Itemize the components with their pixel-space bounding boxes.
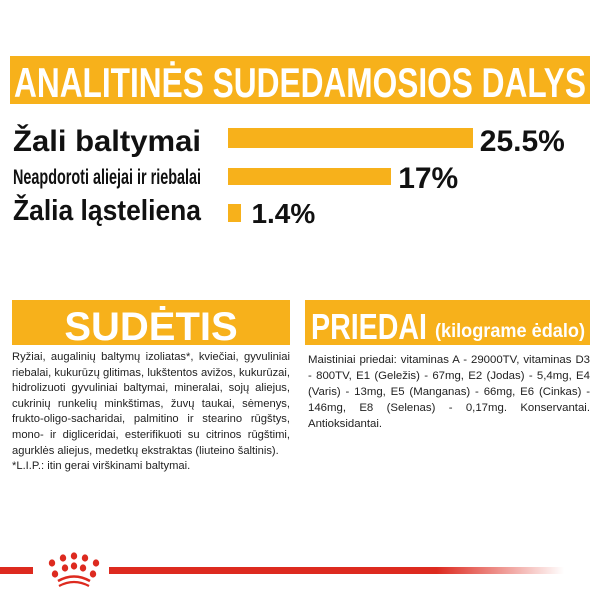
additives-title: PRIEDAI	[311, 306, 427, 345]
label-fibre: Žalia ląsteliena	[13, 193, 202, 227]
composition-header: SUDĖTIS	[12, 300, 290, 349]
composition-text-block: Ryžiai, augalinių baltymų izoliatas*, kv…	[12, 350, 290, 475]
label-protein: Žali baltymai	[13, 124, 201, 158]
value-fat: 17%	[398, 162, 458, 195]
additives-text: Maistiniai priedai: vitaminas A - 29000T…	[308, 354, 590, 430]
analysis-title: ANALITINĖS SUDEDAMOSIOS DALYS	[14, 59, 586, 104]
analysis-title-svg: ANALITINĖS SUDEDAMOSIOS DALYS	[14, 59, 586, 106]
bar-fat	[228, 168, 392, 185]
analysis-values: 25.5% 17% 1.4%	[251, 125, 565, 229]
composition-title: SUDĖTIS	[64, 305, 237, 345]
value-fibre: 1.4%	[251, 198, 315, 229]
brand-line-right	[109, 567, 564, 574]
value-protein: 25.5%	[480, 125, 565, 158]
additives-header: PRIEDAI (kilograme ėdalo)	[305, 300, 590, 347]
label-fat: Neapdoroti aliejai ir riebalai	[13, 166, 201, 189]
analysis-labels: Žali baltymai Neapdoroti aliejai ir rieb…	[13, 124, 202, 227]
composition-footnote: *L.I.P.: itin gerai virškinami baltymai.	[12, 460, 191, 473]
additives-subtitle: (kilograme ėdalo)	[435, 321, 585, 342]
bar-fibre	[228, 204, 242, 222]
bar-protein	[228, 128, 473, 148]
analysis-header: ANALITINĖS SUDEDAMOSIOS DALYS	[10, 56, 590, 106]
composition-text: Ryžiai, augalinių baltymų izoliatas*, kv…	[12, 351, 290, 457]
brand-line-left	[0, 567, 33, 574]
crown-icon	[48, 552, 100, 587]
